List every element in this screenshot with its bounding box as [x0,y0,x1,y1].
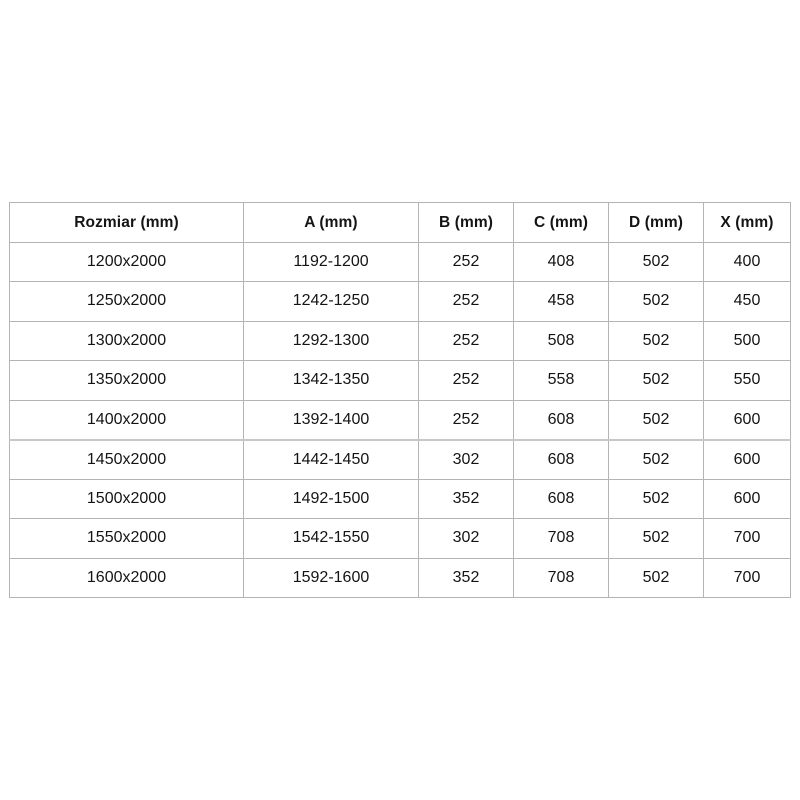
cell-x: 600 [703,439,791,480]
cell-b: 302 [418,518,514,559]
cell-x: 700 [703,557,791,598]
cell-size: 1550x2000 [9,518,244,559]
cell-size: 1250x2000 [9,281,244,322]
cell-b: 352 [418,478,514,519]
table-row: 1550x2000 1542-1550 302 708 502 700 [9,518,791,559]
cell-x: 600 [703,399,791,441]
cell-a: 1492-1500 [243,478,419,519]
cell-a: 1292-1300 [243,320,419,361]
cell-c: 608 [513,439,609,480]
cell-x: 700 [703,518,791,559]
table-header-row: Rozmiar (mm) A (mm) B (mm) C (mm) D (mm)… [9,202,791,243]
column-header-b: B (mm) [418,202,514,243]
cell-a: 1342-1350 [243,360,419,401]
cell-b: 252 [418,281,514,322]
cell-size: 1300x2000 [9,320,244,361]
cell-d: 502 [608,241,704,282]
cell-a: 1442-1450 [243,439,419,480]
table-row: 1500x2000 1492-1500 352 608 502 600 [9,478,791,519]
table-row: 1600x2000 1592-1600 352 708 502 700 [9,557,791,598]
cell-b: 302 [418,439,514,480]
cell-b: 252 [418,320,514,361]
cell-c: 558 [513,360,609,401]
cell-a: 1592-1600 [243,557,419,598]
table-row: 1350x2000 1342-1350 252 558 502 550 [9,360,791,401]
cell-b: 252 [418,399,514,441]
column-header-a: A (mm) [243,202,419,243]
cell-c: 608 [513,478,609,519]
table-row: 1450x2000 1442-1450 302 608 502 600 [9,439,791,480]
table-header: Rozmiar (mm) A (mm) B (mm) C (mm) D (mm)… [9,202,791,243]
cell-c: 708 [513,518,609,559]
cell-size: 1600x2000 [9,557,244,598]
cell-c: 608 [513,399,609,441]
column-header-c: C (mm) [513,202,609,243]
cell-d: 502 [608,320,704,361]
table-body: 1200x2000 1192-1200 252 408 502 400 1250… [9,241,791,598]
cell-d: 502 [608,360,704,401]
column-header-size: Rozmiar (mm) [9,202,244,243]
cell-d: 502 [608,478,704,519]
cell-a: 1392-1400 [243,399,419,441]
cell-d: 502 [608,439,704,480]
cell-b: 252 [418,360,514,401]
cell-b: 252 [418,241,514,282]
table-row: 1200x2000 1192-1200 252 408 502 400 [9,241,791,282]
cell-d: 502 [608,281,704,322]
table-row: 1250x2000 1242-1250 252 458 502 450 [9,281,791,322]
cell-x: 400 [703,241,791,282]
cell-x: 600 [703,478,791,519]
cell-size: 1200x2000 [9,241,244,282]
cell-c: 508 [513,320,609,361]
cell-x: 500 [703,320,791,361]
cell-x: 450 [703,281,791,322]
spec-table-container: Rozmiar (mm) A (mm) B (mm) C (mm) D (mm)… [9,202,791,598]
cell-b: 352 [418,557,514,598]
table-row: 1300x2000 1292-1300 252 508 502 500 [9,320,791,361]
cell-d: 502 [608,557,704,598]
cell-size: 1450x2000 [9,439,244,480]
cell-d: 502 [608,518,704,559]
cell-a: 1542-1550 [243,518,419,559]
cell-d: 502 [608,399,704,441]
column-header-d: D (mm) [608,202,704,243]
cell-c: 458 [513,281,609,322]
column-header-x: X (mm) [703,202,791,243]
cell-c: 708 [513,557,609,598]
cell-x: 550 [703,360,791,401]
cell-c: 408 [513,241,609,282]
cell-a: 1242-1250 [243,281,419,322]
cell-a: 1192-1200 [243,241,419,282]
cell-size: 1500x2000 [9,478,244,519]
cell-size: 1400x2000 [9,399,244,441]
cell-size: 1350x2000 [9,360,244,401]
dimensions-table: Rozmiar (mm) A (mm) B (mm) C (mm) D (mm)… [9,202,791,598]
table-row: 1400x2000 1392-1400 252 608 502 600 [9,399,791,441]
